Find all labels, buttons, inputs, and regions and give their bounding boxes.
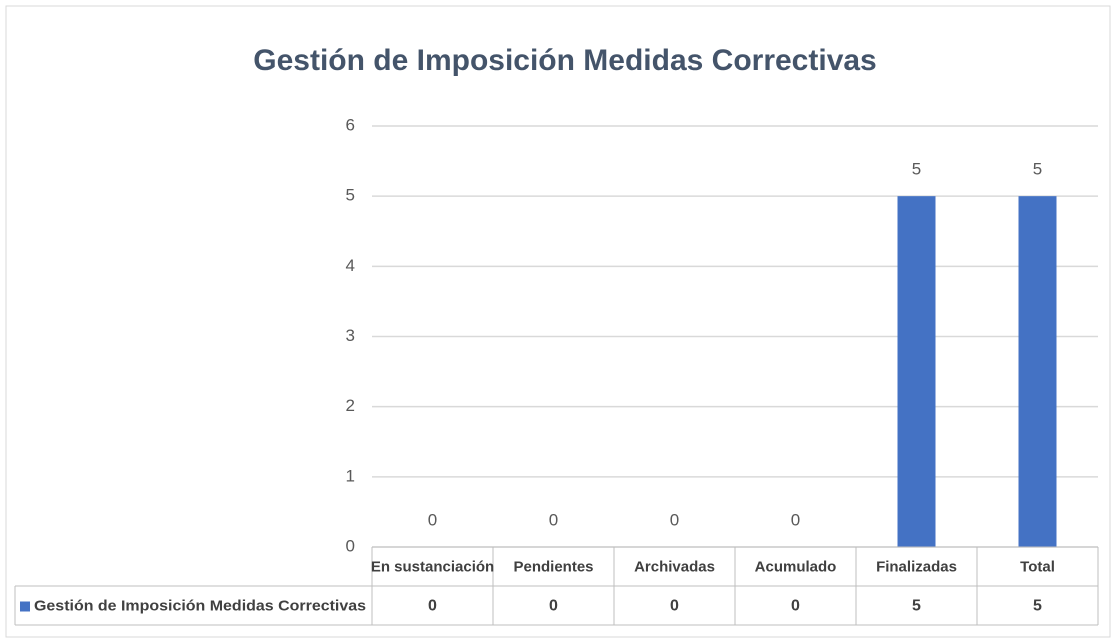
x-tick-label: Pendientes (513, 558, 593, 575)
x-tick-label: Archivadas (634, 558, 715, 575)
table-value: 5 (1033, 598, 1042, 615)
y-tick-label: 5 (346, 186, 355, 205)
table-value: 0 (791, 598, 800, 615)
y-tick-label: 1 (346, 466, 355, 485)
data-label: 0 (549, 510, 558, 529)
data-label: 0 (791, 510, 800, 529)
table-value: 0 (549, 598, 558, 615)
data-label: 0 (670, 510, 679, 529)
x-tick-label: Acumulado (755, 558, 837, 575)
legend-label: Gestión de Imposición Medidas Correctiva… (34, 597, 366, 614)
chart-border (5, 5, 1111, 638)
x-tick-label: En sustanciación (371, 558, 494, 575)
y-tick-label: 4 (346, 256, 355, 275)
legend-swatch (20, 601, 30, 612)
x-tick-label: Total (1020, 558, 1055, 575)
table-value: 0 (670, 598, 679, 615)
chart-title: Gestión de Imposición Medidas Correctiva… (253, 44, 877, 77)
bar (897, 196, 936, 547)
data-label: 5 (1033, 160, 1042, 179)
y-tick-label: 3 (346, 326, 355, 345)
table-value: 5 (912, 598, 921, 615)
x-tick-label: Finalizadas (876, 558, 957, 575)
y-tick-label: 0 (346, 536, 355, 555)
y-tick-label: 2 (346, 396, 355, 415)
y-tick-label: 6 (346, 115, 355, 134)
data-label: 5 (912, 160, 921, 179)
data-label: 0 (428, 510, 437, 529)
bar (1018, 196, 1057, 547)
table-value: 0 (428, 598, 437, 615)
